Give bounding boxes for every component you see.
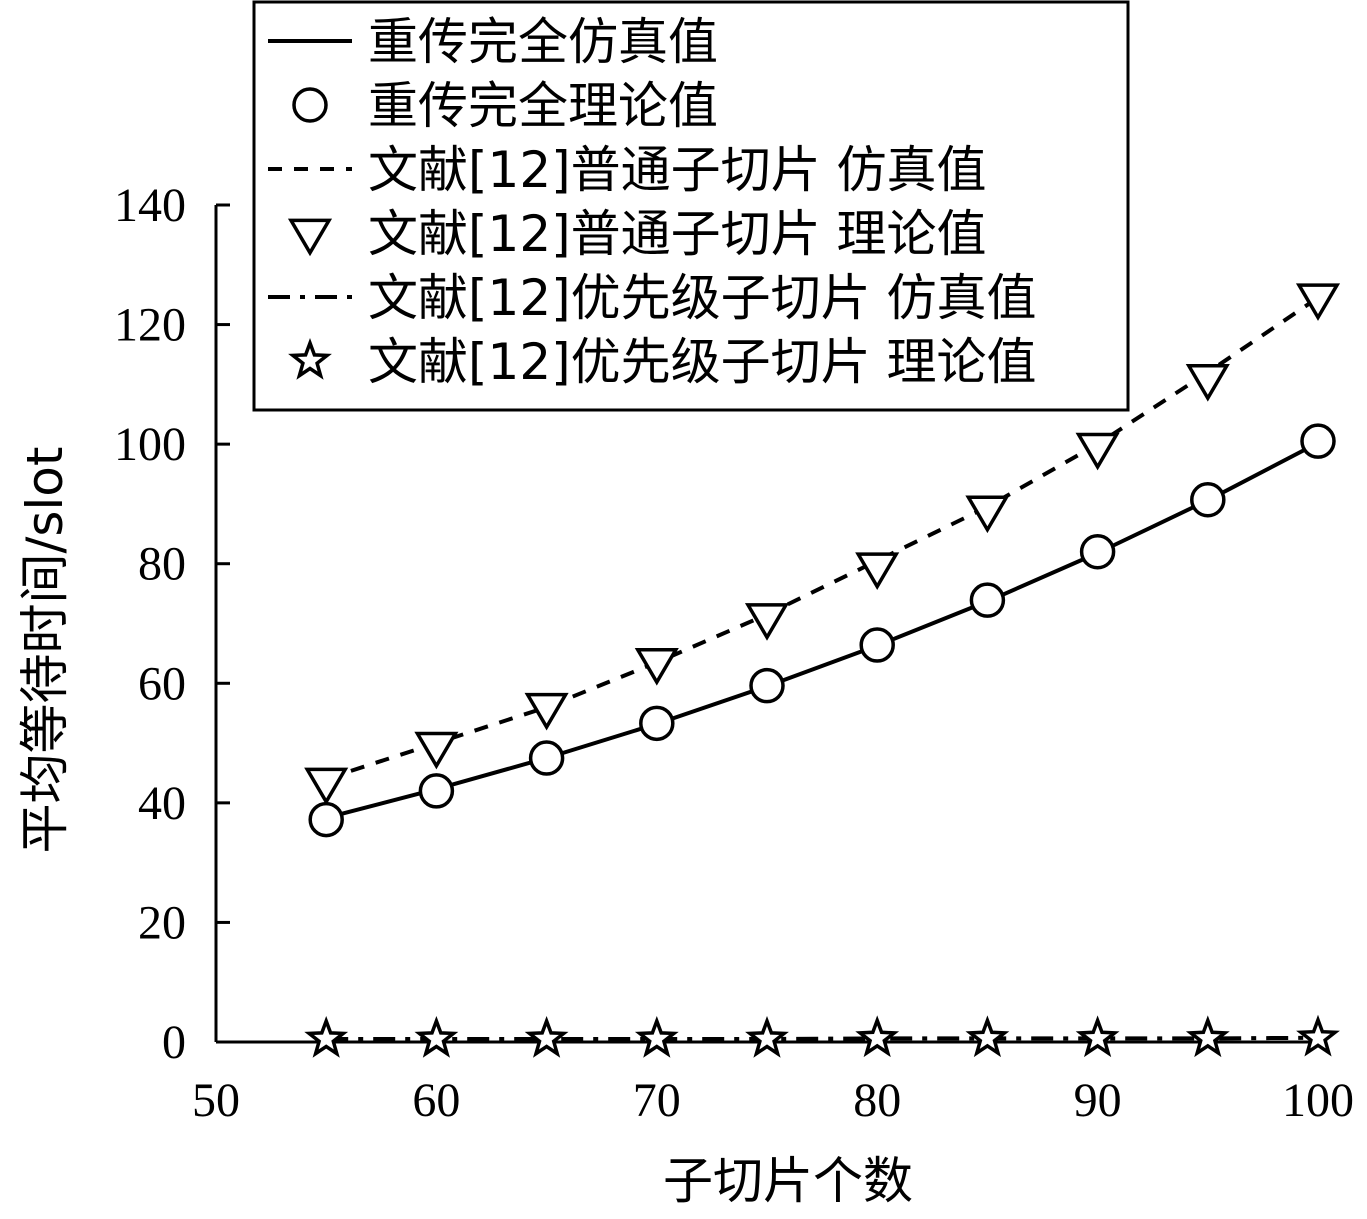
series-5-point [634,1015,679,1058]
legend-label-1: 重传完全理论值 [368,77,718,135]
series-1-point [859,627,895,663]
y-tick-label: 40 [138,777,186,830]
y-tick-label: 60 [138,657,186,710]
series-1-point [1079,534,1116,570]
y-tick-label: 0 [162,1016,186,1069]
series-3-point [855,552,900,590]
series-line-0 [325,441,1319,820]
y-tick-label: 100 [114,418,186,471]
series-1-point [639,705,675,742]
axes: 0 20 40 60 80 100 120 140 50 60 70 80 90 100 [114,179,1354,1127]
legend-label-3: 文献[12]普通子切片 理论值 [368,205,987,263]
x-tick-label: 100 [1282,1074,1354,1127]
series-3-point [304,767,349,806]
legend-label-2: 文献[12]普通子切片 仿真值 [368,141,987,199]
series-3-point [634,648,679,686]
x-tick-label: 90 [1074,1074,1122,1127]
series-5-point [745,1015,789,1058]
series-line-2 [325,296,1320,781]
y-axis-title: 平均等待时间/slot [16,447,74,854]
y-tick-label: 80 [138,538,186,591]
legend-marker-1 [292,87,328,123]
legend-marker-5 [288,337,332,380]
plot-markers [304,283,1341,1058]
x-tick-label: 50 [192,1074,240,1127]
series-line-4 [326,1035,1319,1041]
series-5-point [1185,1015,1230,1058]
y-tick-label: 140 [114,179,186,232]
series-3-point [414,731,459,770]
series-3-point [524,692,569,731]
series-1-point [1190,481,1226,518]
legend-box [252,0,1130,412]
plot-lines [325,296,1320,1041]
y-tick-label: 120 [114,299,186,352]
series-3-point [1185,364,1230,402]
y-tick-label: 20 [138,896,186,949]
x-tick-label: 60 [412,1074,460,1127]
series-5-point [304,1015,349,1058]
series-5-point [855,1015,900,1058]
legend-label-0: 重传完全仿真值 [368,13,718,71]
x-tick-label: 70 [633,1074,681,1127]
legend-label-4: 文献[12]优先级子切片 仿真值 [368,269,1037,327]
series-3-point [965,495,1010,534]
series-1-point [308,801,344,838]
legend-label-5: 文献[12]优先级子切片 理论值 [368,333,1037,391]
series-3-point [1295,283,1341,321]
series-5-point [414,1015,459,1058]
series-5-point [524,1015,569,1058]
series-3-point [1075,432,1120,471]
x-tick-label: 80 [853,1074,901,1127]
x-axis-title: 子切片个数 [663,1152,913,1210]
series-1-point [969,582,1006,618]
legend-marker-3 [287,218,333,257]
series-1-point [528,740,565,776]
series-1-point [749,667,785,704]
series-5-point [1296,1014,1340,1057]
series-5-point [1075,1015,1120,1058]
series-5-point [965,1015,1010,1058]
series-3-point [744,603,790,641]
series-1-point [1300,423,1336,459]
series-1-point [418,773,455,809]
